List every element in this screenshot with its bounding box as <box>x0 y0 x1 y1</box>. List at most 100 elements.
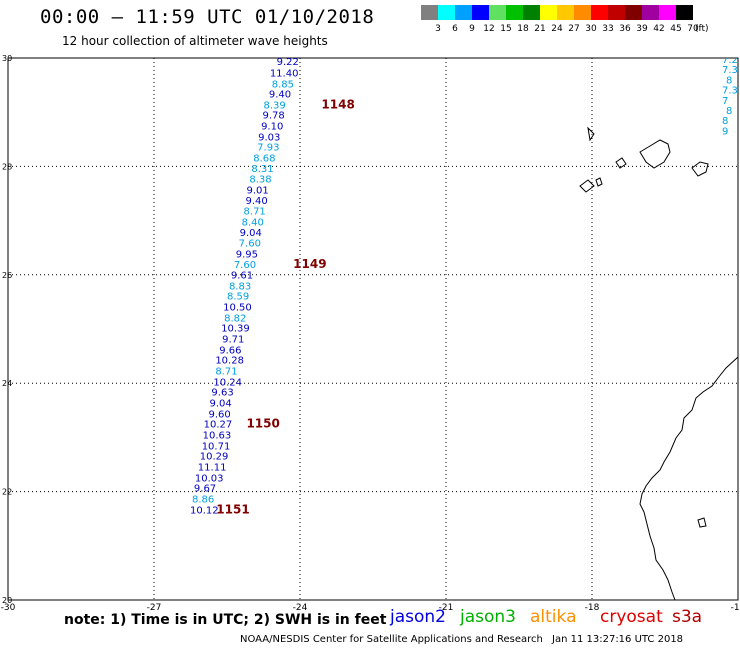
lon-tick-label: -18 <box>585 603 600 613</box>
lat-tick-label: 30 <box>2 54 12 63</box>
colorbar-swatch-70 <box>676 5 693 20</box>
colorbar-label: 21 <box>534 24 546 34</box>
wave-height-reading: 7.60 <box>239 239 261 250</box>
pass-number-label: 1148 <box>321 97 354 111</box>
wave-height-reading: 7.60 <box>234 260 256 271</box>
island-gran-canaria <box>691 161 709 177</box>
island-la-palma <box>587 126 595 142</box>
colorbar-swatch-24 <box>540 5 557 20</box>
lat-tick-label: 20 <box>2 596 12 605</box>
colorbar-swatch-42 <box>642 5 659 20</box>
colorbar-label: 70 <box>687 24 699 34</box>
lon-tick-label: -24 <box>293 603 308 613</box>
wave-height-reading: 11.40 <box>270 68 299 79</box>
wave-height-reading: 9.95 <box>236 249 258 260</box>
colorbar-label: 36 <box>619 24 631 34</box>
colorbar-swatch-33 <box>591 5 608 20</box>
colorbar-swatch-3 <box>421 5 438 20</box>
wave-height-reading: 10.29 <box>200 452 229 463</box>
lat-tick-label: 26 <box>2 271 12 280</box>
lat-tick-label: 24 <box>2 379 12 388</box>
satellite-legend-jason3: jason3 <box>460 607 516 627</box>
wave-height-reading: 9.40 <box>269 90 291 101</box>
wave-height-reading: 9.04 <box>209 399 231 410</box>
colorbar-swatch-30 <box>574 5 591 20</box>
edge-wave-height-reading: 7.3 <box>722 86 738 97</box>
wave-height-reading: 8.59 <box>227 292 249 303</box>
colorbar-swatch-6 <box>438 5 455 20</box>
island-la-gomera <box>615 157 627 169</box>
colorbar-label: 39 <box>636 24 648 34</box>
wave-height-reading: 10.71 <box>202 441 231 452</box>
island-small <box>595 177 603 187</box>
wave-height-reading: 9.78 <box>263 111 285 122</box>
wave-height-reading: 8.31 <box>251 164 273 175</box>
edge-wave-height-reading: 9 <box>722 126 728 137</box>
coastal-islet <box>697 517 707 528</box>
footer-note: note: 1) Time is in UTC; 2) SWH is in fe… <box>64 612 387 628</box>
colorbar-swatch-36 <box>608 5 625 20</box>
wave-height-reading: 9.40 <box>245 196 267 207</box>
wave-height-reading: 10.63 <box>203 430 232 441</box>
edge-wave-height-reading: 8 <box>722 116 728 127</box>
wave-height-reading: 8.86 <box>192 494 214 505</box>
wave-height-reading: 9.22 <box>277 57 299 68</box>
colorbar-swatch-45 <box>659 5 676 20</box>
wave-height-reading: 8.83 <box>229 281 251 292</box>
wave-height-reading: 9.04 <box>240 228 262 239</box>
colorbar-label: 24 <box>551 24 563 34</box>
edge-wave-height-reading: 8 <box>726 106 732 117</box>
wave-height-reading: 9.03 <box>258 132 280 143</box>
lon-tick-label: -15 <box>731 603 740 613</box>
satellite-legend-s3a: s3a <box>672 607 703 627</box>
wave-height-reading: 7.93 <box>257 143 279 154</box>
satellite-legend-jason2: jason2 <box>390 607 446 627</box>
lat-tick-label: 28 <box>2 162 12 171</box>
african-coastline <box>639 356 739 601</box>
island-el-hierro <box>579 179 595 193</box>
edge-wave-height-reading: 7.2 <box>722 55 738 66</box>
lat-tick-label: 22 <box>2 488 12 497</box>
wave-height-reading: 8.82 <box>224 313 246 324</box>
pass-number-label: 1151 <box>216 502 249 516</box>
wave-height-reading: 10.50 <box>223 303 252 314</box>
colorbar-label: 12 <box>483 24 495 34</box>
colorbar-swatch-15 <box>489 5 506 20</box>
lon-tick-label: -30 <box>1 603 16 613</box>
colorbar-unit: (ft) <box>695 24 709 34</box>
colorbar-label: 9 <box>469 24 475 34</box>
lon-tick-label: -27 <box>147 603 162 613</box>
wave-height-reading: 10.28 <box>215 356 244 367</box>
colorbar-label: 30 <box>585 24 597 34</box>
colorbar-swatch-21 <box>523 5 540 20</box>
colorbar-swatch-27 <box>557 5 574 20</box>
generation-timestamp: Jan 11 13:27:16 UTC 2018 <box>552 634 684 645</box>
wave-height-reading: 8.40 <box>242 217 264 228</box>
wave-height-reading: 10.12 <box>190 505 219 516</box>
colorbar-label: 33 <box>602 24 614 34</box>
satellite-legend-cryosat: cryosat <box>600 607 663 627</box>
wave-height-reading: 8.71 <box>215 367 237 378</box>
wave-height-reading: 9.01 <box>246 186 268 197</box>
map-frame <box>7 57 739 601</box>
colorbar-label: 3 <box>435 24 441 34</box>
colorbar-swatch-39 <box>625 5 642 20</box>
colorbar-swatch-18 <box>506 5 523 20</box>
colorbar-label: 15 <box>500 24 512 34</box>
wave-height-reading: 9.61 <box>231 271 253 282</box>
credit-line: NOAA/NESDIS Center for Satellite Applica… <box>240 634 543 645</box>
colorbar-label: 18 <box>517 24 529 34</box>
wave-height-reading: 8.68 <box>253 154 275 165</box>
colorbar-swatch-12 <box>472 5 489 20</box>
wave-height-reading: 9.10 <box>261 122 283 133</box>
colorbar-label: 6 <box>452 24 458 34</box>
edge-wave-height-reading: 7.3 <box>722 65 738 76</box>
satellite-legend-altika: altika <box>530 607 577 627</box>
wave-height-reading: 10.27 <box>204 420 233 431</box>
wave-height-reading: 8.38 <box>249 175 271 186</box>
pass-number-label: 1149 <box>293 257 326 271</box>
map-title: 00:00 — 11:59 UTC 01/10/2018 <box>40 6 375 28</box>
wave-height-reading: 11.11 <box>198 462 227 473</box>
edge-wave-height-reading: 8 <box>726 75 732 86</box>
